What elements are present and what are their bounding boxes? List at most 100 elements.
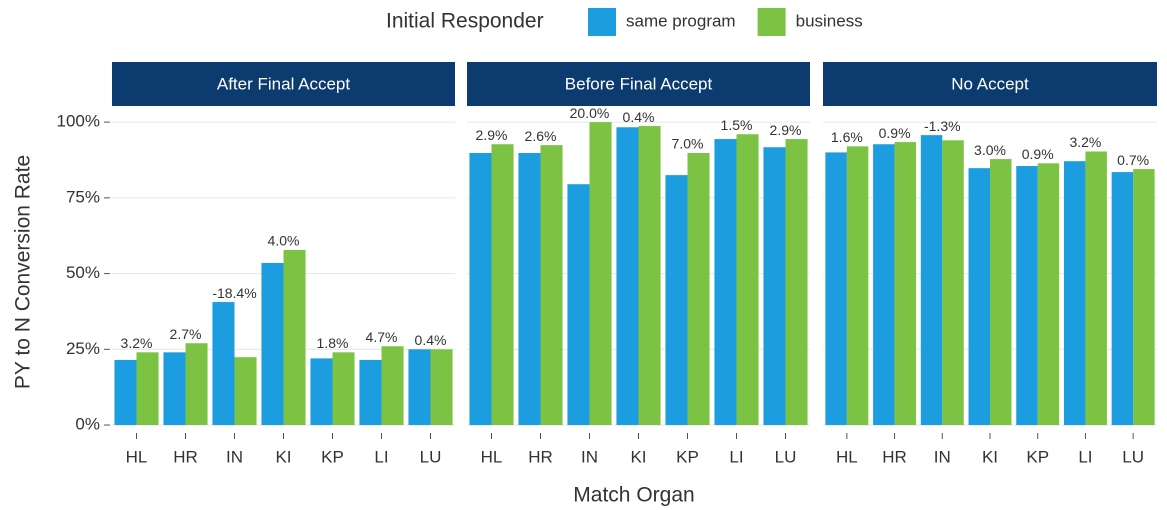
strip-label: Before Final Accept xyxy=(565,74,713,93)
annotation: 0.4% xyxy=(623,109,655,125)
bar xyxy=(616,127,639,426)
x-tick-label: HL xyxy=(481,447,503,466)
x-tick-label: KP xyxy=(676,447,699,466)
annotation: 2.9% xyxy=(476,127,508,143)
legend-key xyxy=(757,8,786,36)
bar xyxy=(381,346,404,426)
bar xyxy=(687,153,710,426)
x-tick-label: LU xyxy=(1122,447,1144,466)
x-tick-label: KI xyxy=(275,447,291,466)
bar xyxy=(942,140,964,426)
bar xyxy=(469,153,492,426)
bar xyxy=(736,134,759,426)
annotation: 4.0% xyxy=(268,233,300,249)
annotation: 0.7% xyxy=(1117,152,1149,168)
y-tick-label: 25% xyxy=(66,339,100,358)
y-axis-title: PY to N Conversion Rate xyxy=(12,155,35,389)
bar xyxy=(968,168,990,426)
bar xyxy=(408,349,431,426)
annotation: -18.4% xyxy=(212,285,256,301)
bar xyxy=(359,359,382,426)
annotation: 0.9% xyxy=(879,125,911,141)
annotation: 3.0% xyxy=(974,142,1006,158)
x-axis-title: Match Organ xyxy=(573,484,694,507)
x-tick-label: HR xyxy=(173,447,198,466)
annotation: 2.9% xyxy=(770,122,802,138)
legend-key xyxy=(588,8,616,36)
bar xyxy=(894,142,917,426)
bar xyxy=(430,349,453,426)
bar xyxy=(114,359,137,426)
strip xyxy=(823,62,1157,106)
bar xyxy=(665,175,688,426)
x-tick-label: HR xyxy=(882,447,907,466)
x-tick-label: IN xyxy=(581,447,598,466)
x-tick-label: HR xyxy=(528,447,553,466)
bar xyxy=(1037,163,1060,426)
x-tick-label: KI xyxy=(982,447,998,466)
bar xyxy=(212,302,235,426)
annotation: 4.7% xyxy=(366,329,398,345)
x-tick-label: IN xyxy=(934,447,951,466)
strip-label: No Accept xyxy=(951,74,1029,93)
bar xyxy=(1063,161,1086,426)
y-tick-label: 0% xyxy=(75,415,100,434)
x-tick-label: IN xyxy=(226,447,243,466)
bar xyxy=(873,144,895,426)
bar xyxy=(163,352,186,426)
x-tick-label: LU xyxy=(420,447,442,466)
bar xyxy=(261,262,284,426)
x-tick-label: HL xyxy=(836,447,858,466)
bar xyxy=(846,146,869,426)
bar xyxy=(1085,151,1107,426)
bar xyxy=(185,343,208,426)
legend-title: Initial Responder xyxy=(386,10,544,33)
bar xyxy=(920,135,943,426)
x-tick-label: KP xyxy=(1026,447,1049,466)
x-tick-label: LU xyxy=(775,447,797,466)
bar xyxy=(136,352,159,426)
legend-label: same program xyxy=(626,11,736,30)
bar xyxy=(518,153,541,426)
x-tick-label: LI xyxy=(374,447,388,466)
bar xyxy=(310,358,333,426)
y-tick-label: 100% xyxy=(57,112,100,131)
annotation: -1.3% xyxy=(924,118,961,134)
annotation: 2.7% xyxy=(170,326,202,342)
bar xyxy=(589,122,612,426)
annotation: 1.8% xyxy=(317,335,349,351)
bar xyxy=(1133,169,1155,426)
x-tick-label: LI xyxy=(729,447,743,466)
bar xyxy=(283,249,306,426)
strip-label: After Final Accept xyxy=(217,74,351,93)
annotation: 0.9% xyxy=(1022,146,1054,162)
bar xyxy=(785,139,808,426)
annotation: 0.4% xyxy=(415,332,447,348)
bar xyxy=(990,159,1012,426)
annotation: 3.2% xyxy=(1069,134,1101,150)
annotation: 1.6% xyxy=(831,129,863,145)
annotation: 20.0% xyxy=(570,105,610,121)
bar xyxy=(638,126,661,426)
bar xyxy=(1111,172,1134,426)
annotation: 3.2% xyxy=(121,335,153,351)
x-tick-label: KP xyxy=(321,447,344,466)
y-tick-label: 75% xyxy=(66,187,100,206)
bar xyxy=(234,357,257,426)
bar xyxy=(567,184,590,426)
bar xyxy=(714,139,737,426)
annotation: 7.0% xyxy=(672,136,704,152)
y-tick-label: 50% xyxy=(66,263,100,282)
strip xyxy=(112,62,455,106)
strip xyxy=(467,62,810,106)
x-tick-label: KI xyxy=(630,447,646,466)
legend-label: business xyxy=(796,11,863,30)
x-tick-label: HL xyxy=(126,447,148,466)
bar xyxy=(763,147,786,426)
annotation: 2.6% xyxy=(525,128,557,144)
annotation: 1.5% xyxy=(721,117,753,133)
bar xyxy=(825,152,847,426)
bar xyxy=(540,145,563,426)
x-tick-label: LI xyxy=(1078,447,1092,466)
